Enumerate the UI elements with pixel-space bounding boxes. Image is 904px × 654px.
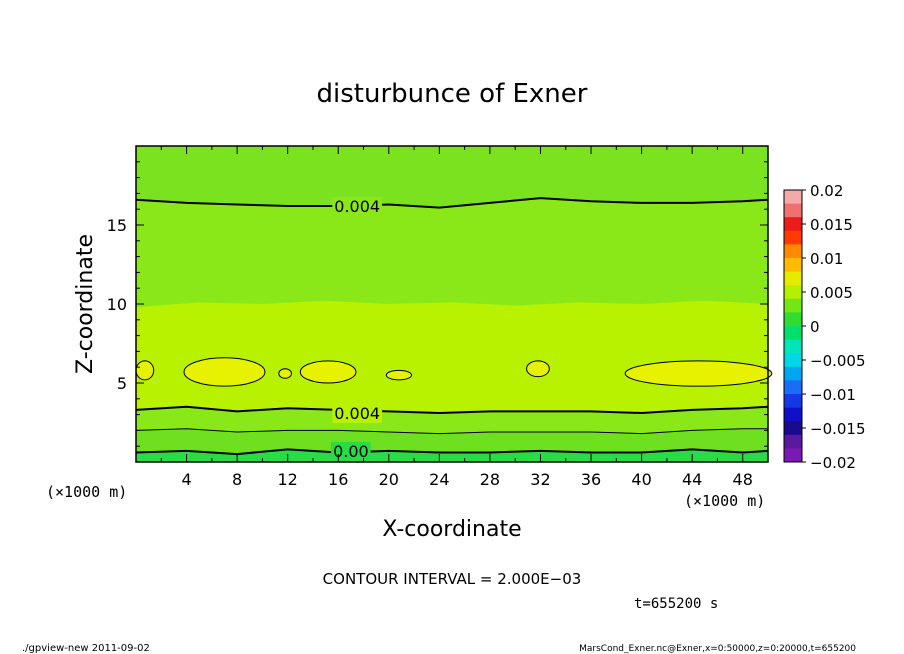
y-tick-label: 15 — [107, 216, 127, 235]
colorbar-swatch — [784, 353, 802, 368]
y-tick-label: 5 — [117, 374, 127, 393]
colorbar — [783, 189, 803, 463]
colorbar-swatch — [784, 407, 802, 422]
colorbar-swatch — [784, 230, 802, 245]
colorbar-tick-label: 0.01 — [810, 250, 843, 268]
contour-label-bg-0 — [332, 197, 383, 217]
high-region-1 — [183, 357, 266, 387]
contour-label-bg-1 — [332, 404, 383, 424]
x-tick-label: 16 — [328, 470, 348, 489]
colorbar-tick-label: 0.015 — [810, 216, 853, 234]
colorbar-swatch — [784, 434, 802, 449]
x-tick-label: 44 — [682, 470, 702, 489]
colorbar-tick-label: 0.005 — [810, 284, 853, 302]
colorbar-swatch — [784, 190, 802, 205]
footer-left-text: ./gpview-new 2011-09-02 — [22, 643, 150, 654]
contour-label-2: 0.00 — [333, 442, 369, 461]
colorbar-swatch — [784, 421, 802, 436]
contour-label-1: 0.004 — [334, 404, 380, 423]
y-tick-label: 10 — [107, 295, 127, 314]
x-tick-label: 8 — [232, 470, 242, 489]
contour-interval-text: CONTOUR INTERVAL = 2.000E−03 — [323, 570, 582, 588]
high-region-3 — [299, 360, 357, 384]
colorbar-swatch — [784, 339, 802, 354]
colorbar-tick-label: −0.01 — [810, 386, 856, 404]
x-axis-label: X-coordinate — [382, 517, 521, 542]
colorbar-tick-label: −0.005 — [810, 352, 866, 370]
high-region-2 — [278, 368, 292, 379]
y-axis-ticks: 5 10 15 — [107, 161, 768, 447]
colorbar-swatch — [784, 326, 802, 341]
colorbar-tick-label: 0.02 — [810, 182, 843, 200]
x-tick-label: 40 — [631, 470, 651, 489]
chart-title: disturbunce of Exner — [317, 79, 588, 109]
contour-line-1 — [135, 405, 769, 415]
colorbar-tick-label: −0.015 — [810, 420, 866, 438]
colorbar-swatch — [784, 312, 802, 327]
contour-labels: 0.004 0.004 0.00 — [331, 197, 383, 461]
colorbar-swatch — [784, 366, 802, 381]
colorbar-swatch — [784, 298, 802, 313]
contour-lines — [135, 197, 769, 456]
colorbar-swatch — [784, 285, 802, 300]
colorbar-tick-label: −0.02 — [810, 454, 856, 472]
x-tick-label: 20 — [379, 470, 399, 489]
contour-label-bg-2 — [331, 441, 371, 461]
contour-line-2 — [135, 428, 768, 435]
high-region-0 — [135, 360, 155, 381]
x-tick-label: 12 — [278, 470, 298, 489]
x-tick-label: 24 — [429, 470, 449, 489]
x-tick-label: 48 — [733, 470, 753, 489]
colorbar-tick-label: 0 — [810, 318, 820, 336]
colorbar-swatch — [784, 448, 802, 463]
colorbar-swatch — [784, 203, 802, 218]
colorbar-swatch — [784, 217, 802, 232]
colorbar-swatch — [784, 244, 802, 259]
colorbar-swatch — [784, 258, 802, 273]
contour-label-0: 0.004 — [334, 197, 380, 216]
colorbar-swatch — [784, 380, 802, 395]
colorbar-swatch — [784, 394, 802, 409]
x-tick-label: 28 — [480, 470, 500, 489]
plot-area — [135, 146, 773, 462]
colorbar-swatch — [784, 271, 802, 286]
colorbar-ticks: 0.02 0.015 0.01 0.005 0 −0.005 −0.01 −0.015 −0.0… — [802, 182, 866, 472]
x-unit-label: (×1000 m) — [684, 492, 765, 510]
high-region-6 — [624, 360, 773, 387]
contour-line-3 — [135, 448, 769, 456]
x-axis-ticks: 4 8 12 16 20 24 28 32 36 40 44 48 — [160, 146, 753, 489]
y-axis-label: Z-coordinate — [73, 234, 98, 374]
x-tick-label: 4 — [181, 470, 191, 489]
x-tick-label: 36 — [581, 470, 601, 489]
contour-line-0 — [135, 197, 769, 209]
y-unit-label: (×1000 m) — [46, 483, 127, 501]
x-tick-label: 32 — [530, 470, 550, 489]
high-region-5 — [526, 360, 550, 378]
high-region-4 — [385, 369, 413, 381]
time-text: t=655200 s — [634, 596, 718, 612]
footer-right-text: MarsCond_Exner.nc@Exner,x=0:50000,z=0:20… — [579, 644, 856, 654]
